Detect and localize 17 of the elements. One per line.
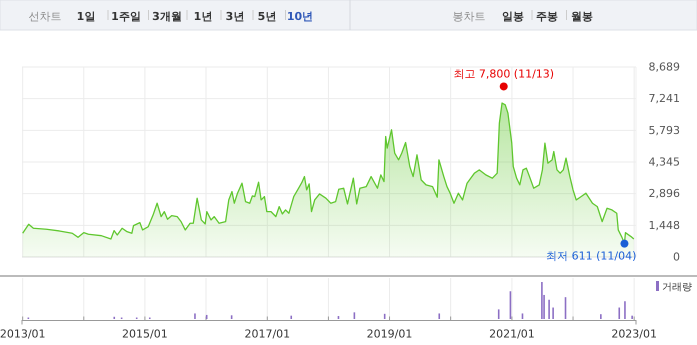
y-tick-label: 8,689 bbox=[648, 60, 680, 74]
y-tick-label: 1,448 bbox=[648, 218, 680, 232]
y-tick-label: 0 bbox=[673, 250, 680, 264]
y-tick-label: 7,241 bbox=[648, 92, 680, 106]
x-tick-label: 2015/01 bbox=[122, 327, 168, 340]
y-tick-label: 2,896 bbox=[648, 187, 680, 200]
x-tick-label: 2019/01 bbox=[366, 327, 412, 340]
x-tick-label: 2017/01 bbox=[244, 327, 290, 340]
tab-bar: 선차트 1일 1주일 3개월 1년 3년 5년 10년 봉차트 일봉 주봉 월봉 bbox=[0, 0, 697, 30]
x-tick-label: 2013/01 bbox=[0, 327, 46, 340]
annotation: 최고 7,800 (11/13) bbox=[453, 67, 554, 80]
x-tick-label: 2021/01 bbox=[489, 327, 535, 340]
annotation: 최저 611 (11/04) bbox=[546, 250, 636, 263]
y-tick-label: 4,345 bbox=[648, 156, 680, 169]
y-tick-label: 5,793 bbox=[648, 124, 680, 137]
x-tick-label: 2023/01 bbox=[611, 327, 658, 340]
legend-label: 거래량 bbox=[662, 282, 692, 293]
